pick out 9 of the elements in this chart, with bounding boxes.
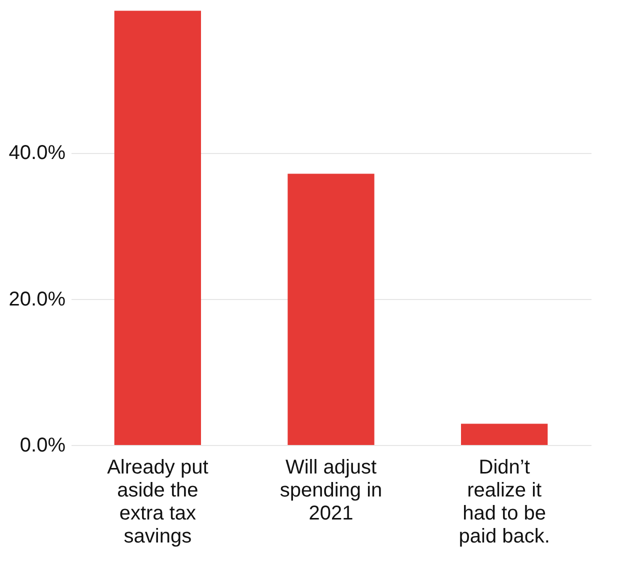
- y-tick-label: 0.0%: [20, 434, 66, 456]
- bar: [288, 174, 374, 445]
- bar: [461, 424, 548, 445]
- y-tick-label: 40.0%: [8, 142, 66, 164]
- x-tick-label: Didn’t realize it had to be paid back.: [458, 456, 550, 548]
- x-tick-label: Will adjust spending in 2021: [280, 456, 382, 524]
- bar: [114, 10, 201, 445]
- x-tick-label: Already put aside the extra tax savings: [107, 456, 209, 548]
- y-tick-label: 20.0%: [8, 288, 66, 310]
